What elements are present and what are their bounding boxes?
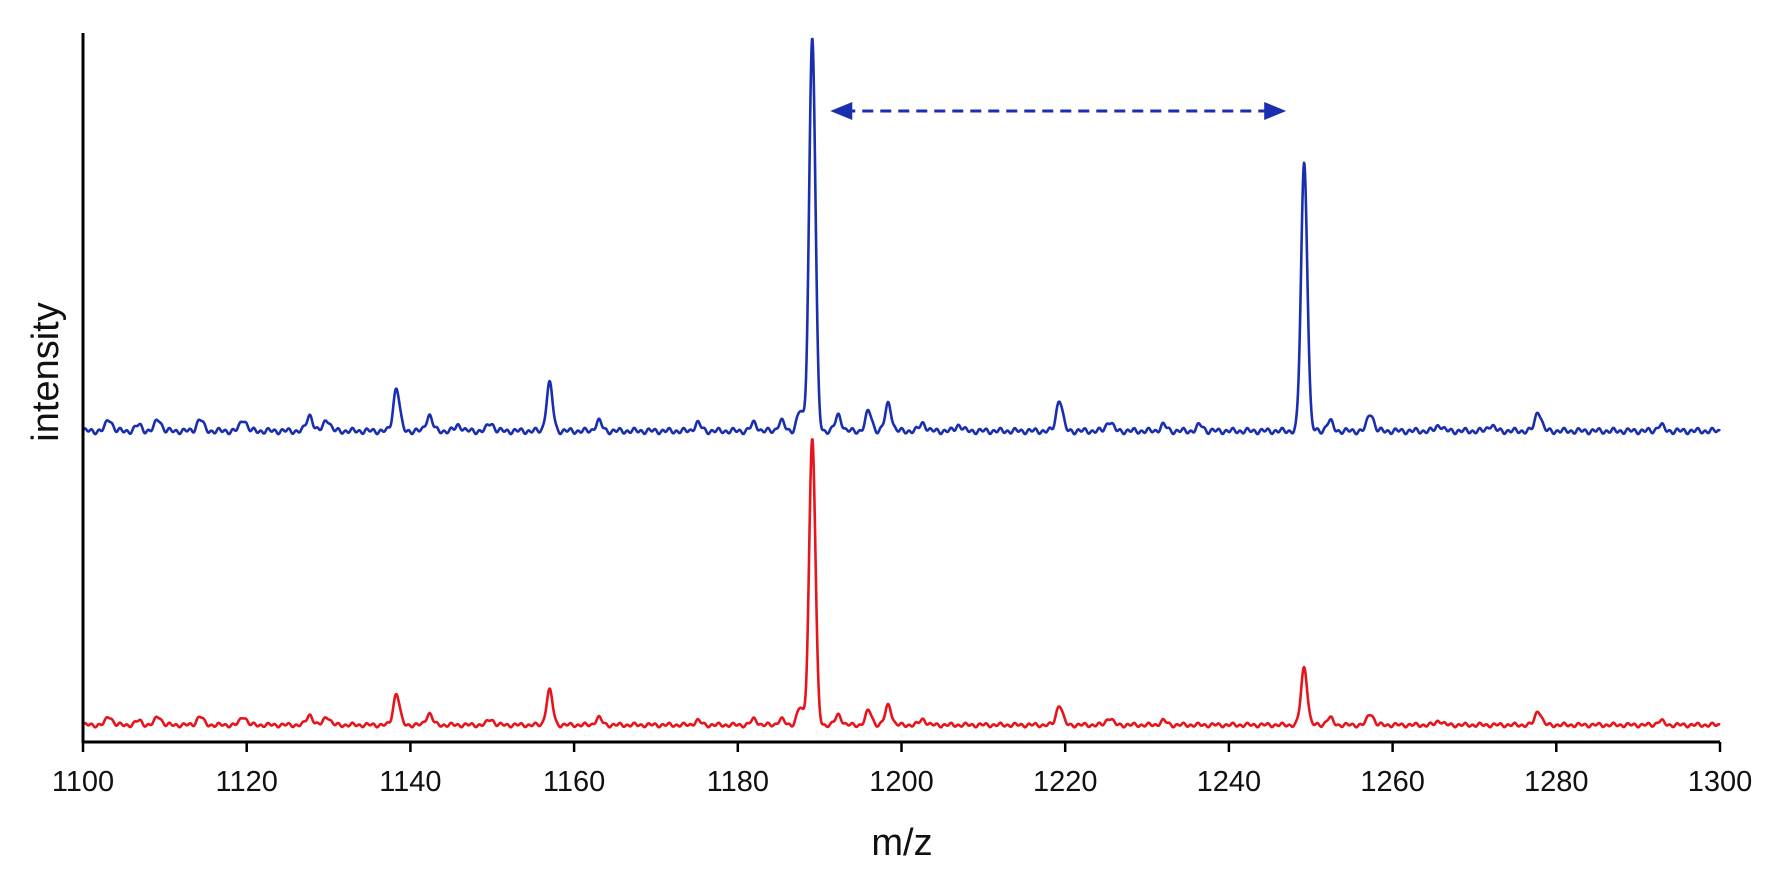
- y-axis-title: intensity: [25, 302, 67, 441]
- annotation-layer: [830, 102, 1287, 120]
- arrowhead-right: [1264, 102, 1287, 120]
- x-tick-label-1300: 1300: [1688, 766, 1753, 798]
- x-tick-layer: 1100 1120 1140 1160 1180 1200 1220 1240 1260 1280…: [52, 742, 1752, 798]
- x-tick-label-1180: 1180: [707, 766, 769, 798]
- spectra-layer: [81, 37, 1721, 729]
- x-tick-label-1160: 1160: [543, 766, 605, 798]
- spectrum-series-2: [81, 438, 1721, 729]
- arrowhead-left: [830, 102, 853, 120]
- x-tick-label-1220: 1220: [1033, 766, 1098, 798]
- x-axis-title: m/z: [871, 822, 932, 864]
- x-tick-label-1280: 1280: [1524, 766, 1589, 798]
- spectrum-series-1: [81, 37, 1721, 436]
- x-tick-label-1100: 1100: [52, 766, 114, 798]
- x-tick-label-1240: 1240: [1197, 766, 1262, 798]
- x-tick-label-1140: 1140: [379, 766, 441, 798]
- x-tick-label-1120: 1120: [216, 766, 278, 798]
- x-tick-label-1260: 1260: [1360, 766, 1425, 798]
- x-tick-label-1200: 1200: [869, 766, 934, 798]
